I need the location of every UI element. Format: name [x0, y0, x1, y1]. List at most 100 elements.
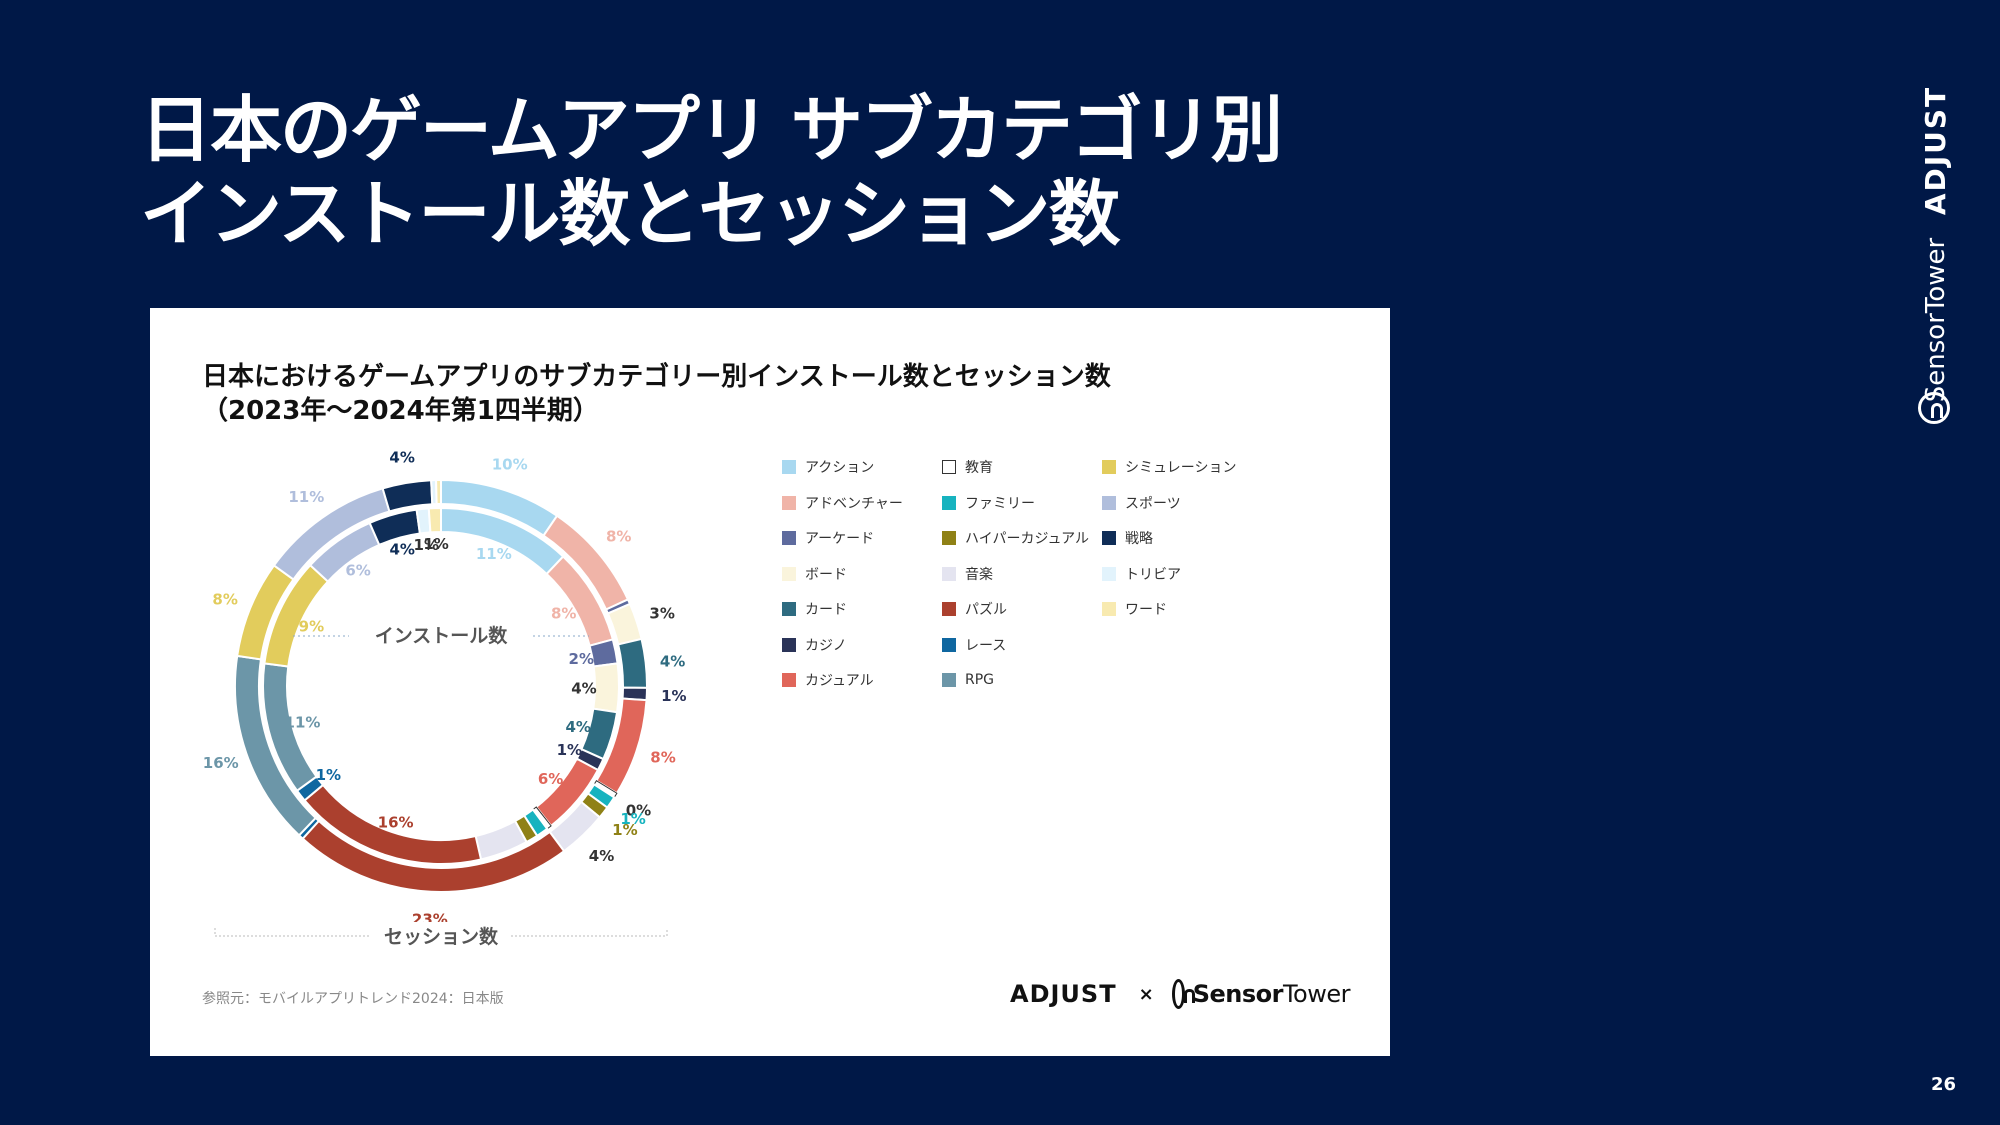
sensortower-logo-text: SensorTower [1921, 237, 1952, 403]
legend-item: カジュアル [782, 669, 874, 691]
install-label-11: 16% [378, 814, 414, 832]
session-ring-segment-16 [381, 479, 434, 513]
legend-swatch [782, 673, 796, 687]
install-label-14: 9% [299, 618, 324, 636]
session-label-3: 3% [649, 605, 674, 623]
legend-swatch [1102, 495, 1116, 510]
legend-item: スポーツ [1102, 492, 1181, 514]
legend-item: カジノ [782, 634, 847, 656]
legend-label: ボード [805, 566, 847, 583]
legend-label: ハイパーカジュアル [965, 531, 1090, 547]
slide-title: 日本のゲームアプリ サブカテゴリ別 インストール数とセッション数 [140, 88, 1283, 256]
chart-title-line1: 日本におけるゲームアプリのサブカテゴリー別インストール数とセッション数 [202, 362, 1111, 392]
legend-item: パズル [942, 598, 1007, 620]
install-label-17: 1% [414, 536, 439, 554]
legend-label: ファミリー [965, 495, 1035, 512]
legend-label: シミュレーション [1125, 460, 1237, 476]
footer-sensortower-logo: SensorTower [1192, 980, 1351, 1008]
legend-item: 戦略 [1102, 527, 1153, 549]
legend-label: RPG [965, 672, 995, 688]
legend-item: ボード [782, 563, 847, 585]
session-label-10: 4% [589, 847, 614, 865]
session-ring-segment-4 [616, 637, 648, 689]
source-note: 参照元：モバイルアプリトレンド2024：日本版 [202, 991, 504, 1007]
legend-item: シミュレーション [1102, 456, 1236, 478]
legend-label: カジュアル [805, 673, 874, 689]
adjust-logo: ADJUST [1908, 85, 1964, 214]
install-label-15: 6% [345, 562, 370, 580]
legend-swatch [782, 531, 796, 545]
legend-swatch [1102, 602, 1116, 616]
legend-item: アクション [782, 456, 874, 478]
legend-label: スポーツ [1125, 495, 1181, 512]
footer-logos: ADJUST × SensorTower [1010, 974, 1351, 1014]
legend-item: トリビア [1102, 563, 1181, 585]
legend-swatch [1102, 531, 1116, 545]
legend-label: パズル [965, 602, 1007, 618]
session-label-8: 1% [620, 810, 645, 828]
footer-adjust-logo: ADJUST [1010, 980, 1117, 1008]
install-label-3: 4% [571, 679, 596, 697]
chart-card: 日本におけるゲームアプリのサブカテゴリー別インストール数とセッション数 （202… [150, 308, 1390, 1056]
legend-label: トリビア [1125, 566, 1181, 583]
session-label-7: 0% [626, 802, 651, 820]
legend-label: ワード [1125, 602, 1167, 618]
legend-swatch [782, 602, 796, 616]
session-label-5: 1% [661, 687, 686, 705]
install-label-4: 4% [565, 718, 590, 736]
install-label-5: 1% [557, 741, 582, 759]
legend-swatch [1102, 566, 1116, 581]
adjust-logo-text: ADJUST [1919, 85, 1953, 215]
session-label-14: 8% [212, 590, 237, 608]
legend-item: カード [782, 598, 847, 620]
chart-title-line2: （2023年〜2024年第1四半期） [202, 396, 599, 426]
install-label-2: 2% [569, 650, 594, 668]
install-label-1: 8% [551, 605, 576, 623]
legend-label: アクション [805, 460, 875, 476]
legend-swatch [942, 495, 956, 510]
legend-swatch [942, 460, 956, 474]
legend-swatch [942, 602, 956, 616]
legend-label: カード [805, 602, 847, 618]
install-label-6: 6% [538, 770, 563, 788]
legend-item: アーケード [782, 527, 874, 549]
legend-swatch [942, 531, 956, 545]
sensortower-logo: SensorTower [1908, 237, 1964, 403]
slide-title-line2: インストール数とセッション数 [140, 172, 1121, 256]
side-brand-logos: ADJUST SensorTower [1896, 85, 1976, 450]
legend-swatch [782, 495, 796, 510]
footer-times-sign: × [1138, 983, 1154, 1005]
legend-item: 教育 [942, 456, 993, 478]
legend-item: ワード [1102, 598, 1167, 620]
page-number: 26 [1930, 1074, 1956, 1095]
legend-label: 音楽 [965, 566, 993, 583]
legend-label: カジノ [805, 637, 847, 654]
chart-legend: アクションアドベンチャーアーケードボードカードカジノカジュアル 教育ファミリーハイ… [782, 456, 1342, 706]
session-caption-background [371, 922, 511, 950]
install-label-16: 4% [389, 540, 414, 558]
footer-sensortower-icon [1171, 979, 1195, 1009]
session-label-0: 10% [492, 455, 528, 473]
footer-tower-word: Tower [1282, 980, 1351, 1008]
footer-sensor-word: Sensor [1192, 980, 1284, 1008]
session-label-13: 16% [203, 754, 239, 772]
install-label-12: 1% [316, 766, 341, 784]
sensortower-icon [1918, 392, 1950, 424]
session-label-9: 1% [612, 821, 637, 839]
legend-label: アドベンチャー [805, 495, 903, 512]
legend-item: レース [942, 634, 1006, 656]
install-ring-segment-18 [427, 506, 442, 534]
legend-swatch [1102, 460, 1116, 474]
legend-item: アドベンチャー [782, 492, 903, 514]
install-ring-segment-3 [592, 662, 620, 714]
session-label-1: 8% [606, 527, 631, 545]
legend-item: RPG [942, 669, 994, 691]
legend-item: ファミリー [942, 492, 1035, 514]
legend-label: 教育 [965, 460, 993, 476]
legend-swatch [942, 673, 956, 687]
legend-swatch [942, 566, 956, 581]
legend-swatch [782, 566, 796, 581]
donut-chart: 11%8%2%4%4%1%6%16%1%11%9%6%4%1%1%10%8%3%… [203, 448, 687, 950]
install-label-13: 11% [285, 714, 321, 732]
legend-label: 戦略 [1125, 531, 1153, 547]
